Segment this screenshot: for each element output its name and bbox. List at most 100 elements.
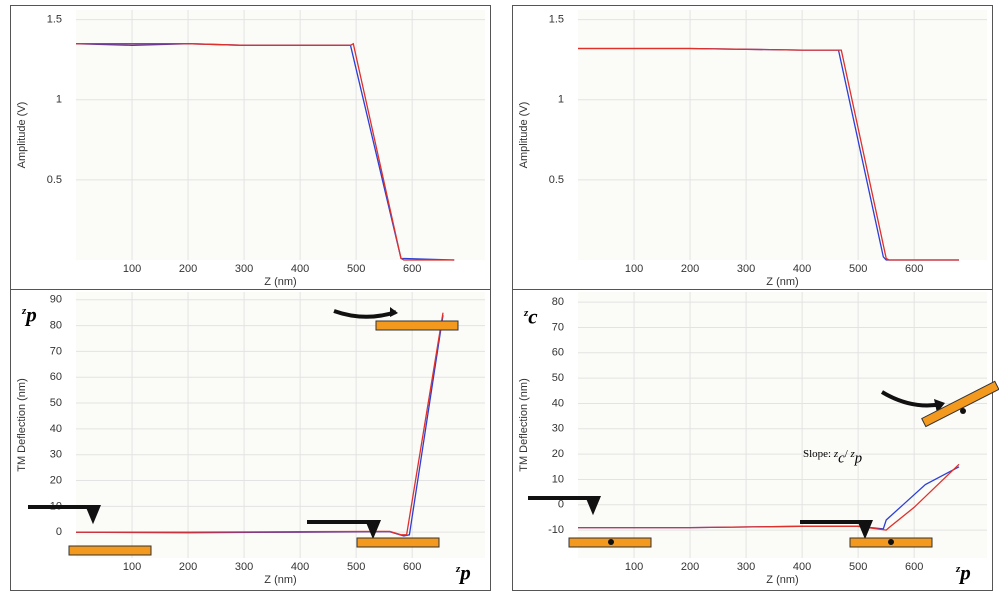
sample-bar (68, 545, 152, 556)
y-tick-label: 20 (50, 474, 62, 486)
annotation-part: p (24, 303, 37, 327)
annotation-part: p (458, 561, 471, 585)
y-tick-label: 60 (552, 347, 564, 359)
chart: 0.5 1 1.5 100 200 300 400 500 600 Z (nm) Amplitude… (518, 10, 987, 288)
annotation-part: c (528, 305, 538, 329)
x-tick-label: 500 (347, 561, 365, 573)
y-tick-label: 30 (552, 423, 564, 435)
x-tick-label: 500 (849, 561, 867, 573)
x-tick-label: 600 (403, 263, 421, 275)
y-tick-label: 80 (552, 296, 564, 308)
y-tick-label: 30 (50, 449, 62, 461)
plot-area (578, 10, 987, 260)
y-tick-label: 70 (50, 345, 62, 357)
y-tick-label: 90 (50, 294, 62, 306)
cantilever (800, 520, 873, 540)
y-tick-label: -10 (548, 524, 564, 536)
y-tick-label: 20 (552, 448, 564, 460)
annotation-part: z (455, 563, 461, 575)
probe-dot (960, 408, 966, 414)
annotation-part: p (854, 450, 862, 466)
x-tick-label: 200 (179, 561, 197, 573)
x-axis-label: Z (nm) (766, 574, 798, 586)
cantilever (28, 505, 101, 525)
annotation-part: p (958, 561, 971, 585)
annotation: zp (21, 303, 37, 327)
cantilever-drawings (28, 307, 999, 556)
y-tick-label: 0 (558, 499, 564, 511)
x-tick-label: 100 (625, 561, 643, 573)
annotation-part: c (838, 450, 845, 466)
y-tick-label: 10 (552, 473, 564, 485)
sample-bar (375, 320, 459, 331)
x-tick-label: 400 (291, 561, 309, 573)
x-tick-label: 400 (291, 263, 309, 275)
y-axis-label: TM Deflection (nm) (518, 378, 530, 472)
x-tick-label: 500 (347, 263, 365, 275)
x-tick-label: 200 (681, 561, 699, 573)
x-tick-label: 200 (681, 263, 699, 275)
y-tick-label: 40 (50, 423, 62, 435)
annotation-part: z (523, 307, 529, 319)
annotation-part: z (833, 448, 839, 460)
y-tick-label: 80 (50, 319, 62, 331)
y-axis-label: TM Deflection (nm) (16, 378, 28, 472)
x-tick-label: 300 (737, 263, 755, 275)
x-tick-label: 300 (235, 561, 253, 573)
y-axis-label: Amplitude (V) (518, 102, 530, 169)
x-tick-label: 100 (123, 561, 141, 573)
y-tick-label: 0 (56, 526, 62, 538)
annotation: Slope: zc/ zp (803, 448, 862, 466)
x-tick-label: 100 (123, 263, 141, 275)
plot-area (76, 292, 485, 558)
cantilever (528, 496, 601, 516)
sample-bar (921, 380, 999, 428)
annotation-part: Slope: (803, 448, 834, 460)
x-tick-label: 600 (905, 561, 923, 573)
x-tick-label: 400 (793, 263, 811, 275)
cantilever (307, 520, 381, 540)
annotation: zp (455, 561, 471, 585)
chart: 0102030405060708090100200300400500600Z (… (16, 292, 485, 586)
data-line (76, 42, 455, 261)
sample-bar (356, 537, 440, 548)
y-tick-label: 0.5 (47, 174, 62, 186)
y-tick-label: 1.5 (47, 14, 62, 26)
annotation-part: z (21, 305, 27, 317)
y-tick-label: 60 (50, 371, 62, 383)
x-axis-label: Z (nm) (766, 276, 798, 288)
data-line (578, 47, 959, 261)
x-tick-label: 400 (793, 561, 811, 573)
y-tick-label: 1.5 (549, 14, 564, 26)
y-tick-label: 40 (552, 397, 564, 409)
probe-dot (888, 539, 894, 545)
x-tick-label: 600 (403, 561, 421, 573)
y-axis-label: Amplitude (V) (16, 102, 28, 169)
cantilever-tip (934, 399, 945, 413)
y-tick-label: 70 (552, 321, 564, 333)
chart: 0.5 1 1.5 100 200 300 400 500 600 Z (nm) Amplitude… (16, 10, 485, 288)
x-tick-label: 300 (737, 561, 755, 573)
tilted-bar (921, 380, 999, 428)
annotation-part: z (850, 448, 856, 460)
x-axis-label: Z (nm) (264, 276, 296, 288)
annotation: zp (955, 561, 971, 585)
annotation: zc (523, 305, 538, 329)
plot-area (578, 292, 987, 558)
annotation-part: z (955, 563, 961, 575)
x-tick-label: 300 (235, 263, 253, 275)
y-tick-label: 1 (558, 94, 564, 106)
x-tick-label: 100 (625, 263, 643, 275)
plot-area (76, 10, 485, 260)
x-tick-label: 600 (905, 263, 923, 275)
y-tick-label: 1 (56, 94, 62, 106)
chart: -10 0 10 20 30 40 50 60 70 80 100 200 300 400 500 600 Z … (518, 292, 987, 586)
probe-dot (608, 539, 614, 545)
x-tick-label: 500 (849, 263, 867, 275)
annotation-part: / (845, 448, 851, 460)
y-tick-label: 50 (552, 372, 564, 384)
x-axis-label: Z (nm) (264, 574, 296, 586)
